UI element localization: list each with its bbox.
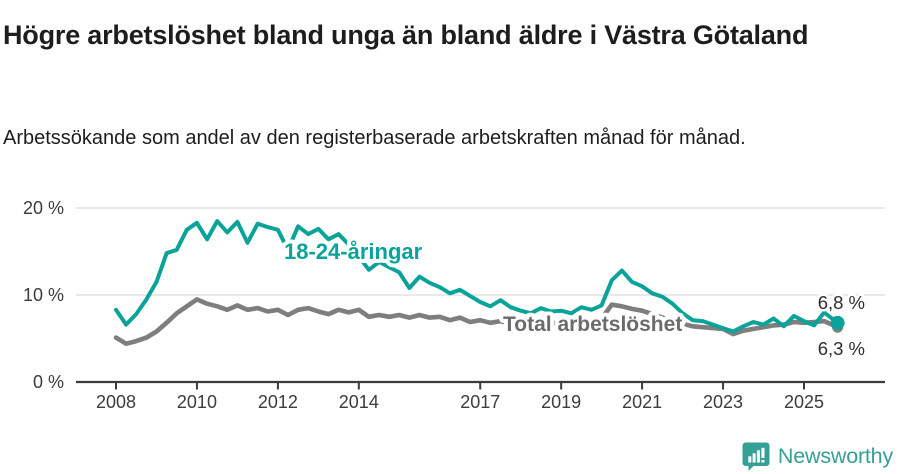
- x-axis-tick-label: 2014: [339, 392, 379, 412]
- series-label-youth-18-24: 18-24-åringar: [284, 239, 423, 264]
- series-line-total: [113, 297, 840, 347]
- newsworthy-logo-icon: [742, 442, 770, 471]
- end-dot-youth-18-24: [830, 315, 845, 330]
- y-axis-tick-label: 0 %: [33, 372, 64, 392]
- y-axis-tick-label: 10 %: [23, 285, 64, 305]
- x-axis-tick-label: 2012: [258, 392, 298, 412]
- x-axis-tick-label: 2019: [541, 392, 581, 412]
- chart-subtitle: Arbetssökande som andel av den registerb…: [3, 127, 746, 149]
- series-line-youth-18-24: [114, 219, 840, 334]
- x-axis-tick-label: 2017: [460, 392, 500, 412]
- newsworthy-brand[interactable]: Newsworthy: [741, 441, 893, 471]
- brand-name: Newsworthy: [777, 443, 893, 468]
- chart-title: Högre arbetslöshet bland unga än bland ä…: [3, 20, 809, 51]
- y-axis-tick-label: 20 %: [23, 198, 64, 218]
- x-axis-tick-label: 2023: [703, 392, 743, 412]
- x-axis-tick-label: 2021: [622, 392, 662, 412]
- end-value-label-youth-18-24: 6,8 %: [818, 292, 865, 313]
- series-label-total: Total arbetslöshet: [503, 313, 682, 336]
- end-value-label-total: 6,3 %: [818, 338, 865, 359]
- x-axis-tick-label: 2025: [784, 392, 824, 412]
- x-axis-tick-label: 2008: [96, 392, 136, 412]
- x-axis-tick-label: 2010: [177, 392, 217, 412]
